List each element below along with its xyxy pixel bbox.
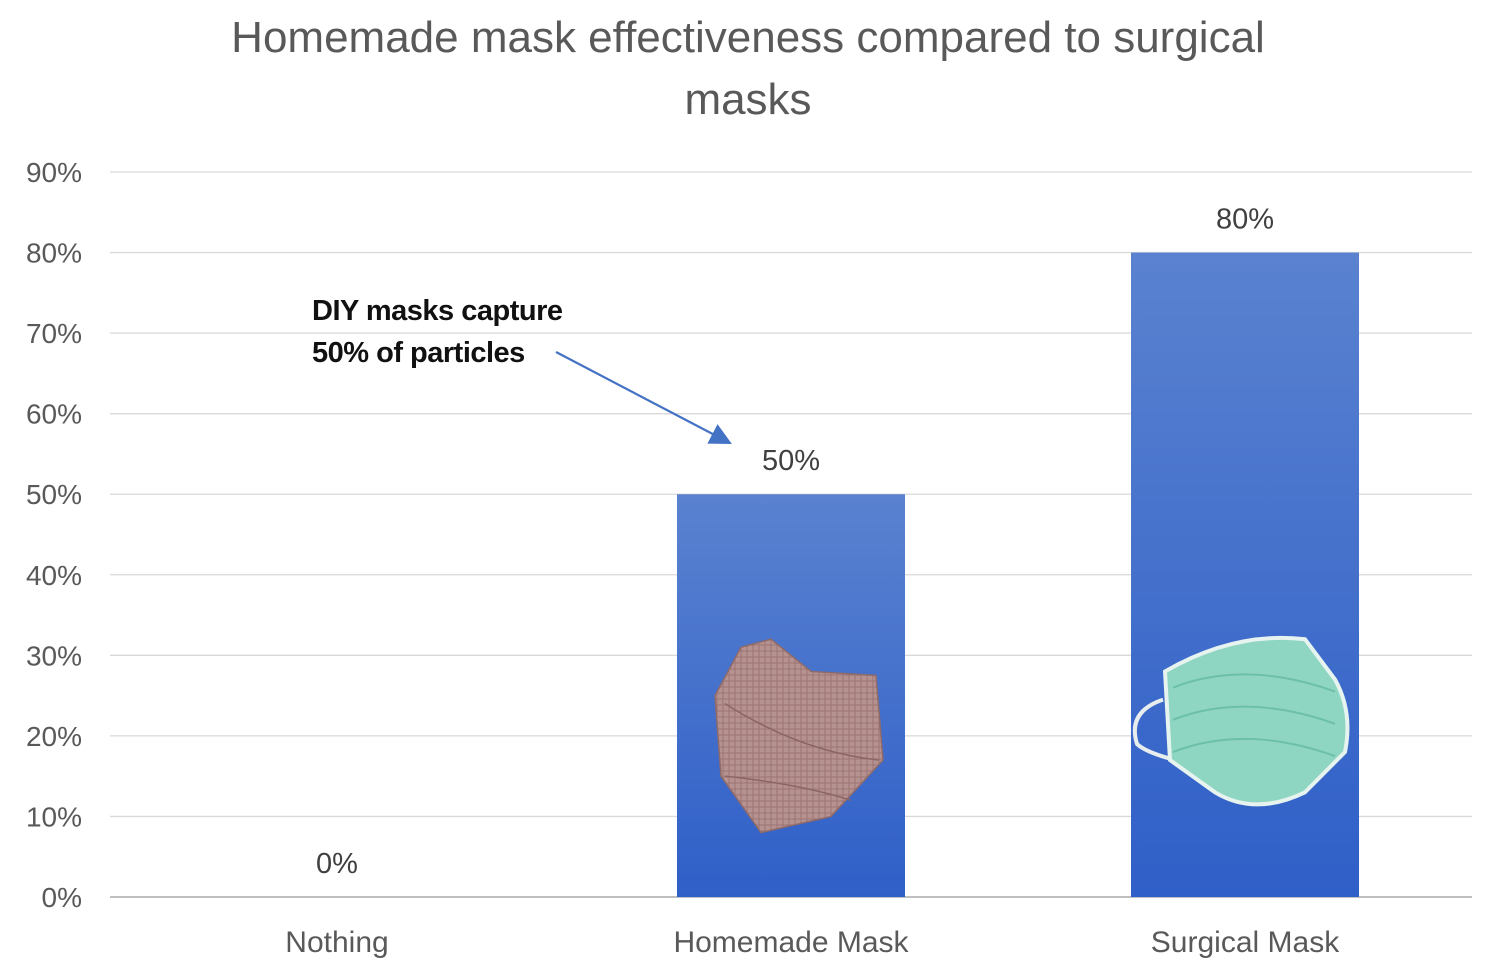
annotation-arrow (555, 351, 732, 445)
y-tick-label: 0% (42, 882, 82, 913)
y-tick-label: 40% (26, 560, 82, 591)
annotation: DIY masks capture 50% of particles (312, 295, 732, 445)
annotation-line-2: 50% of particles (312, 337, 525, 369)
surgical-mask-icon (1132, 635, 1350, 807)
chart-title-line-2: masks (684, 75, 811, 124)
category-label: Homemade Mask (673, 926, 909, 959)
y-tick-label: 80% (26, 238, 82, 269)
y-tick-label: 20% (26, 721, 82, 752)
y-tick-label: 90% (26, 157, 82, 188)
y-tick-label: 50% (26, 479, 82, 510)
y-tick-label: 10% (26, 801, 82, 832)
data-label: 80% (1216, 204, 1274, 236)
category-label: Surgical Mask (1151, 926, 1340, 959)
y-tick-label: 60% (26, 399, 82, 430)
data-label: 0% (316, 848, 358, 880)
bar-images (714, 635, 1350, 834)
y-tick-label: 30% (26, 640, 82, 671)
category-label: Nothing (285, 926, 388, 959)
annotation-line-1: DIY masks capture (312, 295, 563, 327)
cloth-mask-icon (714, 638, 884, 834)
x-axis-categories: Nothing Homemade Mask Surgical Mask (285, 926, 1340, 959)
data-label: 50% (762, 445, 820, 477)
chart-title: Homemade mask effectiveness compared to … (231, 13, 1265, 62)
y-tick-label: 70% (26, 318, 82, 349)
data-labels: 0% 50% 80% (316, 204, 1274, 880)
y-axis-ticks: 0% 10% 20% 30% 40% 50% 60% 70% 80% 90% (26, 157, 82, 913)
